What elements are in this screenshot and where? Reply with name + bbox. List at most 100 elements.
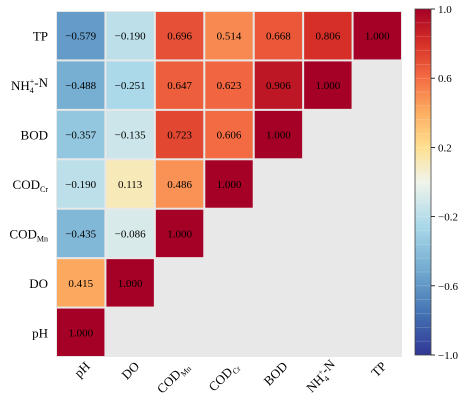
row-label-subscript: Cr <box>40 185 48 194</box>
heatmap-cell <box>205 160 253 208</box>
row-label: CODCr <box>13 177 49 194</box>
column-label-text: BOD <box>261 359 291 389</box>
row-label-text: COD <box>13 177 40 192</box>
colorbar-tick-label: −1.0 <box>438 350 458 362</box>
row-label-text: TP <box>33 29 48 44</box>
column-label-superscript: + <box>316 367 326 377</box>
heatmap-cell <box>57 259 105 307</box>
colorbar-tick-label: 1.0 <box>438 4 452 16</box>
row-label-subscript: 4 <box>30 86 34 95</box>
heatmap-cell <box>155 160 204 208</box>
column-label-text: pH <box>71 359 93 381</box>
row-label-text: BOD <box>21 128 48 143</box>
row-label: DO <box>29 276 48 291</box>
heatmap-cell <box>304 12 352 60</box>
heatmap-cell <box>155 209 204 258</box>
cell-value-label: 0.415 <box>68 278 93 290</box>
row-label: NH4+-N <box>11 75 49 95</box>
row-label-text: DO <box>29 276 48 291</box>
heatmap-cell <box>57 12 105 60</box>
heatmap-cell <box>205 61 253 109</box>
column-label-subscript: 4 <box>322 374 331 383</box>
column-label: TP <box>368 359 389 380</box>
cell-value-label: 1.000 <box>118 278 143 290</box>
row-label: pH <box>32 325 48 340</box>
heatmap-cell <box>57 110 105 159</box>
cell-value-label: 0.606 <box>217 130 242 142</box>
column-label: CODMn <box>154 359 193 398</box>
cell-value-label: 0.723 <box>167 130 192 142</box>
cell-value-label: −0.579 <box>65 31 96 43</box>
cell-value-label: −0.135 <box>115 130 146 142</box>
row-label-text: COD <box>9 226 36 241</box>
cell-value-label: 0.514 <box>217 31 242 43</box>
cell-value-label: 0.668 <box>266 31 291 43</box>
cell-value-label: 0.806 <box>315 31 340 43</box>
colorbar-tick-label: −0.2 <box>438 212 458 224</box>
column-label-text: TP <box>368 359 389 380</box>
cell-value-label: 0.696 <box>167 31 192 43</box>
colorbar-tick-label: −0.6 <box>438 281 458 293</box>
heatmap-cell <box>254 61 303 109</box>
cell-value-label: −0.190 <box>115 31 146 43</box>
cell-value-label: −0.488 <box>65 80 96 92</box>
heatmap-cell <box>106 12 154 60</box>
heatmap-cell <box>106 61 154 109</box>
cell-value-label: 1.000 <box>365 31 390 43</box>
colorbar-tick-label: 0.6 <box>438 73 452 85</box>
heatmap-cell <box>205 110 253 159</box>
heatmap-cell <box>254 110 303 159</box>
colorbar-tick-label: 0.2 <box>438 142 452 154</box>
cell-value-label: 1.000 <box>217 179 242 191</box>
cell-value-label: −0.357 <box>65 130 96 142</box>
row-label-superscript: + <box>30 77 35 86</box>
column-label: pH <box>71 359 93 381</box>
cell-value-label: −0.435 <box>65 228 96 240</box>
colorbar-gradient <box>415 9 431 355</box>
cell-value-label: −0.086 <box>115 228 146 240</box>
row-label: BOD <box>21 128 48 143</box>
heatmap-cell <box>106 110 154 159</box>
cell-value-label: 1.000 <box>167 228 192 240</box>
heatmap-cell <box>106 160 154 208</box>
heatmap-cell <box>254 12 303 60</box>
colorbar-frame <box>414 8 432 356</box>
column-label: DO <box>118 359 142 383</box>
cell-value-label: 0.906 <box>266 80 291 92</box>
row-label-text: NH <box>11 78 30 93</box>
row-label: TP <box>33 29 48 44</box>
heatmap-cell <box>57 209 105 258</box>
heatmap-cell <box>106 209 154 258</box>
heatmap-cell <box>155 12 204 60</box>
cell-value-label: 0.623 <box>217 80 242 92</box>
row-label-text: pH <box>32 325 48 340</box>
cell-value-label: 1.000 <box>68 327 93 339</box>
heatmap-cell <box>304 61 352 109</box>
heatmap-cell <box>57 308 105 356</box>
column-labels: pH DO CODMn CODCr BOD NH4+-N TP <box>71 356 389 398</box>
heatmap-cell <box>353 12 401 60</box>
cell-value-label: 0.647 <box>167 80 192 92</box>
row-label-subscript: Mn <box>37 234 48 243</box>
heatmap-cell <box>57 61 105 109</box>
cell-value-label: 0.113 <box>118 179 143 191</box>
column-label: CODCr <box>205 358 242 395</box>
cell-value-label: −0.190 <box>65 179 96 191</box>
cell-value-label: 1.000 <box>266 130 291 142</box>
heatmap-cell <box>57 160 105 208</box>
cell-value-label: 1.000 <box>315 80 340 92</box>
column-label: BOD <box>261 359 291 389</box>
row-label-suffix: -N <box>34 75 48 90</box>
heatmap-cell <box>155 61 204 109</box>
cell-value-label: −0.251 <box>115 80 146 92</box>
column-label-text: DO <box>118 359 142 383</box>
cell-value-label: 0.486 <box>167 179 192 191</box>
column-label: NH4+-N <box>301 356 342 397</box>
colorbar: 1.0 0.6 0.2 −0.2 −0.6 −1.0 <box>414 4 458 362</box>
heatmap-cell <box>205 12 253 60</box>
heatmap-cell <box>106 259 154 307</box>
row-label: CODMn <box>9 226 48 243</box>
heatmap-cell <box>155 110 204 159</box>
